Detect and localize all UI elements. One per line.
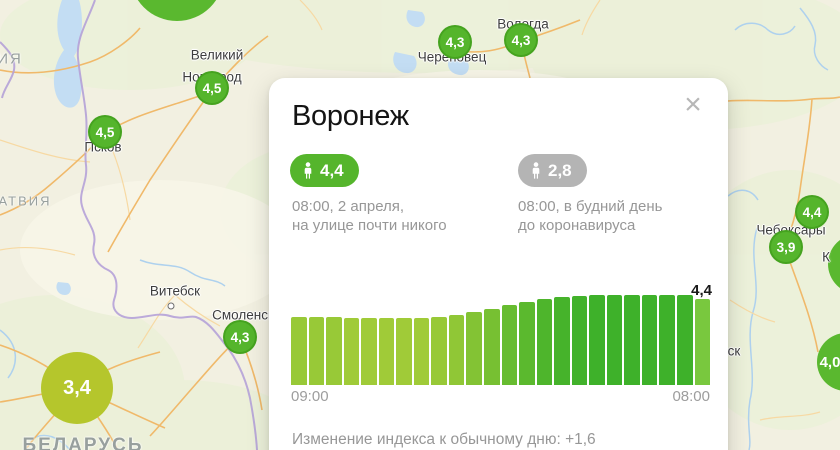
close-icon[interactable]: ×: [684, 88, 702, 121]
map-index-badge[interactable]: 4,3: [504, 23, 538, 57]
map-city-circle[interactable]: 3,4: [41, 352, 113, 424]
city-label: Смоленск: [212, 307, 274, 323]
city-label: Витебск: [149, 283, 201, 299]
map-index-badge[interactable]: 4,3: [438, 25, 472, 59]
city-index-card: Воронеж × 4,4 2,8 08:00, 2 апреля, на ул…: [269, 78, 728, 450]
city-label: К: [822, 249, 830, 265]
chart-bar-11:00: [326, 317, 342, 385]
card-title: Воронеж: [292, 100, 409, 132]
chart-bar-22:00: [519, 302, 535, 385]
map-index-badge[interactable]: 4,5: [88, 115, 122, 149]
map-city-circle-value: 4,0: [819, 353, 840, 371]
chart-bar-10:00: [308, 317, 325, 385]
map-index-badge[interactable]: 4,5: [195, 71, 229, 105]
map-city-circle[interactable]: 4,0: [817, 333, 840, 391]
x-axis-first-tick: 09:00: [291, 388, 329, 405]
chart-bar-13:00: [361, 318, 377, 385]
chart-bar-05:00: [641, 295, 658, 385]
baseline-index-value: 2,8: [548, 160, 572, 180]
chart-end-value-label: 4,4: [691, 282, 712, 299]
person-icon: [304, 162, 312, 179]
country-label: БЕЛАРУСЬ: [22, 435, 144, 450]
person-icon: [532, 162, 540, 179]
hourly-index-bar-chart: [291, 293, 711, 385]
map-index-badge[interactable]: 4,3: [223, 320, 257, 354]
country-label: ИЯ: [0, 50, 23, 68]
vitebsk-dot-marker: [167, 302, 175, 310]
current-index-caption: 08:00, 2 апреля, на улице почти никого: [292, 198, 447, 234]
chart-bar-08:00: [694, 299, 711, 385]
current-index-value: 4,4: [320, 160, 344, 180]
country-label: АТВИЯ: [0, 193, 52, 209]
chart-bar-09:00: [291, 317, 307, 385]
chart-bar-03:00: [606, 295, 623, 385]
chart-bar-02:00: [589, 295, 605, 385]
chart-bar-14:00: [378, 318, 395, 385]
chart-bar-12:00: [343, 318, 360, 385]
baseline-index-caption: 08:00, в будний день до коронавируса: [518, 198, 663, 234]
chart-bar-04:00: [624, 295, 640, 385]
map-index-badge[interactable]: 4,4: [795, 195, 829, 229]
chart-bar-19:00: [466, 312, 483, 385]
chart-bar-16:00: [413, 318, 430, 385]
chart-bar-15:00: [396, 318, 412, 385]
chart-x-axis: 09:00 08:00: [291, 388, 710, 405]
x-axis-last-tick: 08:00: [672, 388, 710, 405]
chart-bar-21:00: [501, 305, 518, 385]
chart-bar-17:00: [431, 317, 447, 385]
chart-bar-06:00: [659, 295, 676, 385]
chart-bar-23:00: [536, 299, 553, 385]
baseline-index-badge: 2,8: [518, 154, 587, 187]
map-index-badge[interactable]: 3,9: [769, 230, 803, 264]
city-label: Великий: [190, 47, 244, 63]
current-index-badge: 4,4: [290, 154, 359, 187]
index-change-footer: Изменение индекса к обычному дню: +1,6: [292, 431, 596, 448]
chart-bar-00:00: [554, 297, 570, 385]
chart-bar-20:00: [484, 309, 500, 385]
city-label: ск: [727, 343, 741, 359]
map-city-circle-value: 3,4: [63, 376, 91, 399]
chart-bar-01:00: [571, 296, 588, 385]
chart-bar-18:00: [448, 315, 465, 385]
chart-bar-07:00: [677, 295, 693, 385]
